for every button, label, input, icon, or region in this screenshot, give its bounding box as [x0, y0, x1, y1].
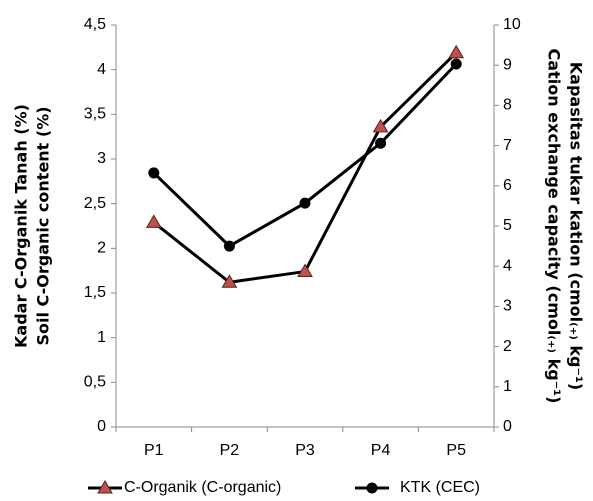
y2-tick-label: 9 [503, 56, 512, 73]
y2-tick-label: 4 [503, 257, 512, 274]
legend-label: C-Organik (C-organic) [124, 479, 281, 496]
marker [448, 44, 465, 59]
marker [450, 58, 462, 70]
y-tick-label: 0 [97, 418, 106, 435]
y2-tick-label: 1 [503, 378, 512, 395]
x-tick-label: P5 [446, 442, 466, 459]
marker [148, 167, 160, 179]
y-tick-label: 2,5 [84, 195, 106, 212]
y2-tick-label: 3 [503, 298, 512, 315]
y-tick-label: 4 [97, 61, 106, 78]
x-tick-label: P1 [144, 442, 164, 459]
y2-tick-label: 2 [503, 338, 512, 355]
marker [145, 214, 162, 228]
marker [299, 197, 311, 209]
series-line [152, 51, 458, 284]
y-tick-label: 1,5 [84, 284, 106, 301]
y-tick-label: 0,5 [84, 374, 106, 391]
marker [221, 274, 238, 288]
marker [297, 263, 313, 278]
marker [372, 118, 389, 133]
legend-label: KTK (CEC) [400, 479, 480, 496]
y-axis-title: Soil C-Organic content (%) [34, 106, 53, 345]
x-tick-label: P4 [371, 442, 391, 459]
y-tick-label: 1 [97, 329, 106, 346]
y2-tick-label: 0 [503, 418, 512, 435]
marker [375, 137, 387, 149]
y2-axis-title: Kapasitas tukar kation (cmol₍₊₎ kg⁻¹) [567, 62, 586, 391]
y-tick-label: 2 [97, 240, 106, 257]
y2-tick-label: 10 [503, 16, 521, 33]
y2-tick-label: 6 [503, 177, 512, 194]
y2-tick-label: 7 [503, 137, 512, 154]
series-line [152, 62, 458, 248]
y-tick-label: 4,5 [84, 16, 106, 33]
y-axis-title: Kadar C-Organik Tanah (%) [12, 104, 31, 348]
y-tick-label: 3 [97, 150, 106, 167]
y-tick-label: 3,5 [84, 106, 106, 123]
y2-axis-title: Cation exchange capacity (cmol₍₊₎ kg⁻¹) [545, 49, 564, 404]
y2-tick-label: 5 [503, 217, 512, 234]
y2-tick-label: 8 [503, 97, 512, 114]
legend-marker [366, 482, 378, 494]
x-tick-label: P3 [295, 442, 315, 459]
x-tick-label: P2 [220, 442, 240, 459]
marker [223, 240, 235, 252]
legend-marker [97, 480, 113, 494]
